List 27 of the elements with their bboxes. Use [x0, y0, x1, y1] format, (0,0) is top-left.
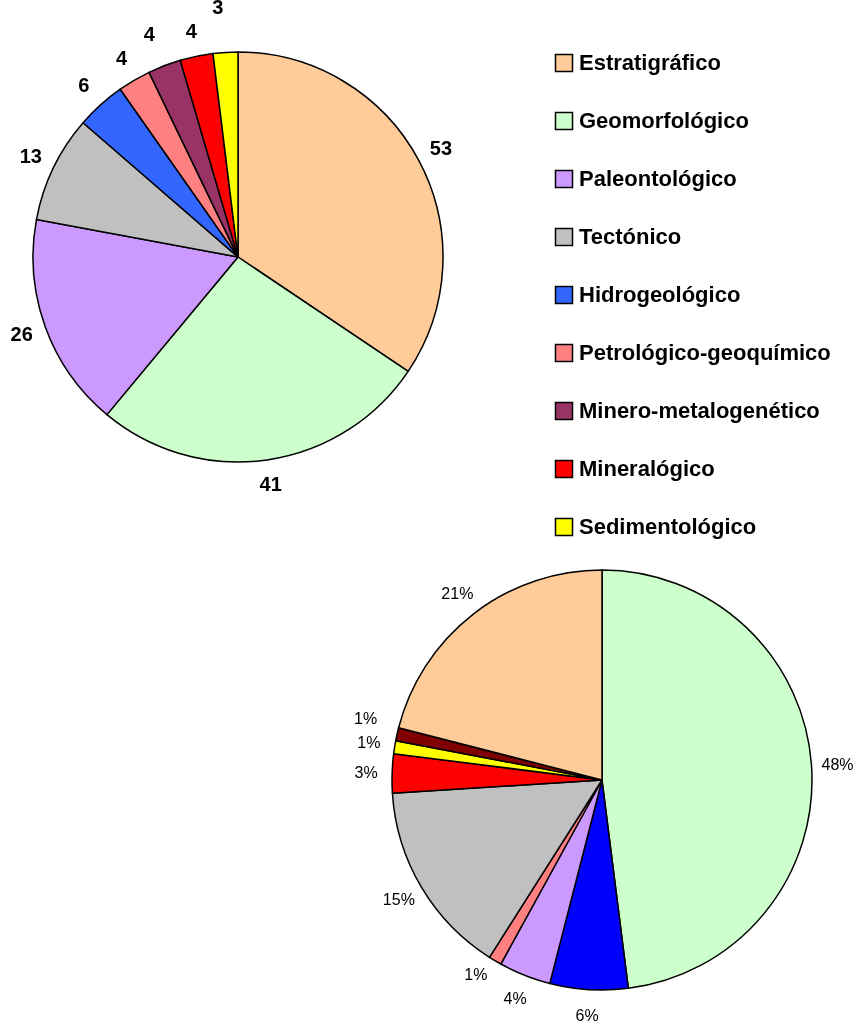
legend-label: Estratigráfico	[579, 50, 721, 75]
legend-label: Petrológico-geoquímico	[579, 340, 831, 365]
data-label: 26	[10, 323, 33, 346]
data-label: 15%	[382, 891, 415, 909]
legend-label: Tectónico	[579, 224, 682, 249]
data-label: 48%	[821, 756, 854, 774]
legend-label: Paleontológico	[579, 166, 737, 191]
legend-label: Hidrogeológico	[579, 282, 741, 307]
data-label: 21%	[441, 584, 474, 602]
data-label: 41	[259, 472, 282, 495]
data-label: 4	[116, 46, 129, 69]
data-label: 6	[78, 74, 90, 97]
legend-label: Sedimentológico	[579, 514, 757, 539]
data-label: 4%	[503, 990, 527, 1008]
legend-label: Mineralógico	[579, 456, 715, 481]
data-label: 1%	[354, 710, 378, 728]
legend-label: Minero-metalogenético	[579, 398, 820, 423]
data-label: 1%	[357, 734, 381, 752]
data-label: 4	[185, 19, 198, 42]
data-label: 53	[429, 136, 453, 159]
data-label: 6%	[575, 1006, 599, 1024]
legend-label: Geomorfológico	[579, 108, 749, 133]
data-label: 3%	[354, 763, 378, 781]
data-label: 1%	[464, 966, 488, 984]
data-label: 4	[143, 22, 156, 45]
data-label: 3	[212, 0, 224, 18]
data-label: 13	[19, 145, 42, 168]
